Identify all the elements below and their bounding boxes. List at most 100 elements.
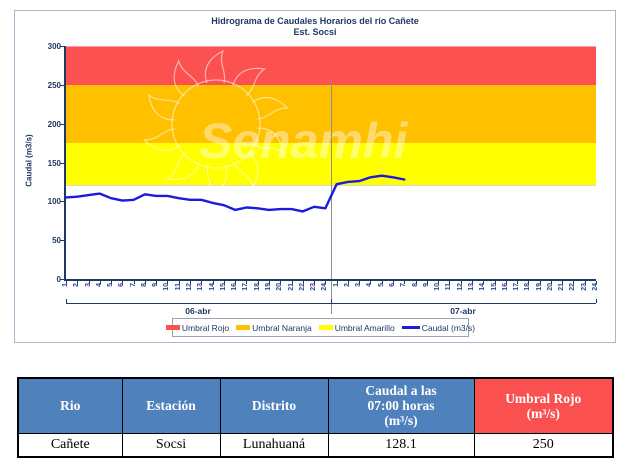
day-label-1: 06-abr: [185, 306, 211, 316]
x-tick: [505, 281, 507, 284]
x-tick: [539, 281, 541, 284]
x-tick: [438, 281, 440, 284]
x-tick-label: 21: [287, 283, 295, 291]
legend-item-caudal-m3-s-: Caudal (m3/s): [401, 323, 475, 333]
x-tick: [156, 281, 158, 284]
x-tick-label: 14: [208, 283, 216, 291]
x-tick-label: 6: [118, 283, 126, 287]
table-cell: 128.1: [327, 432, 475, 458]
x-tick-label: 23: [580, 283, 588, 291]
chart-title-line1: Hidrograma de Caudales Horarios del río …: [211, 16, 419, 26]
x-tick: [280, 281, 282, 284]
band-umbral-rojo: [66, 46, 596, 85]
legend-item-umbral-amarillo: Umbral Amarillo: [318, 322, 395, 333]
x-tick-label: 15: [490, 283, 498, 291]
x-tick: [144, 281, 146, 284]
x-tick: [426, 281, 428, 284]
y-tick-label: 200: [47, 119, 61, 129]
x-tick: [404, 281, 406, 284]
x-tick: [167, 281, 169, 284]
x-tick-label: 8: [140, 283, 148, 287]
y-tick-label: 0: [56, 275, 61, 284]
x-tick-label: 24: [592, 283, 599, 291]
x-tick-label: 7: [129, 283, 137, 287]
table-cell: 250: [473, 432, 614, 458]
x-tick-label: 5: [107, 283, 115, 287]
x-tick: [359, 281, 361, 284]
legend-swatch-icon: [165, 325, 180, 330]
chart-panel: Hidrograma de Caudales Horarios del río …: [14, 10, 616, 343]
x-tick-label: 9: [152, 283, 160, 287]
x-tick-label: 14: [479, 283, 487, 291]
y-tick: [60, 279, 64, 280]
x-tick-label: 6: [389, 283, 397, 287]
x-tick: [325, 281, 327, 284]
table-header-estaci-n: Estación: [121, 377, 221, 434]
x-tick: [449, 281, 451, 284]
x-tick: [381, 281, 383, 284]
table-header-distrito: Distrito: [219, 377, 329, 434]
x-tick-label: 3: [84, 283, 92, 287]
x-tick-label: 17: [513, 283, 521, 291]
x-tick: [596, 281, 597, 284]
x-tick: [66, 281, 67, 284]
x-tick-label: 17: [242, 283, 250, 291]
x-tick-label: 22: [569, 283, 577, 291]
x-tick-label: 13: [197, 283, 205, 291]
table-body: Cañete Socsi Lunahuaná 128.1 250: [17, 432, 614, 458]
x-tick-label: 18: [524, 283, 532, 291]
chart-title-line2: Est. Socsi: [293, 27, 337, 37]
y-tick-label: 300: [47, 42, 61, 51]
day-axis-tick: [596, 299, 597, 303]
day-axis-line: [66, 303, 596, 304]
table-header-rio: Rio: [17, 377, 123, 434]
x-tick-label: 9: [422, 283, 430, 287]
x-tick-label: 4: [95, 283, 103, 287]
legend-label: Umbral Amarillo: [334, 322, 395, 333]
x-tick: [573, 281, 575, 284]
x-tick-label: 2: [73, 283, 81, 287]
x-tick-label: 12: [456, 283, 464, 291]
x-tick: [460, 281, 462, 284]
legend-swatch-icon: [236, 325, 251, 330]
x-tick: [223, 281, 225, 284]
table-row: Cañete Socsi Lunahuaná 128.1 250: [17, 432, 614, 458]
y-tick: [60, 123, 64, 125]
x-tick: [268, 281, 270, 284]
legend-label: Umbral Naranja: [252, 322, 312, 333]
legend-label: Umbral Rojo: [181, 322, 230, 333]
x-tick: [483, 281, 485, 284]
chart-title: Hidrograma de Caudales Horarios del río …: [15, 16, 615, 38]
x-tick: [212, 281, 214, 284]
x-tick: [235, 281, 237, 284]
x-tick: [494, 281, 496, 284]
x-tick-label: 19: [535, 283, 543, 291]
table-cell: Cañete: [17, 432, 123, 458]
y-tick: [60, 84, 64, 86]
x-tick: [190, 281, 192, 284]
plot-area: Senamhi: [66, 46, 596, 314]
y-tick: [60, 240, 64, 242]
legend-item-umbral-rojo: Umbral Rojo: [165, 322, 230, 333]
x-tick-label: 4: [366, 283, 374, 287]
x-tick: [201, 281, 203, 284]
y-tick-label: 50: [52, 236, 61, 246]
x-tick: [347, 281, 349, 284]
x-tick-label: 13: [467, 283, 475, 291]
x-tick-label: 22: [298, 283, 306, 291]
x-tick: [584, 281, 586, 284]
summary-table: Rio Estación Distrito Caudal a las 07:00 ho…: [17, 377, 614, 458]
x-tick: [415, 281, 417, 284]
x-tick-label: 15: [219, 283, 227, 291]
x-tick: [133, 281, 135, 284]
y-tick: [60, 46, 64, 47]
x-tick-label: 24: [321, 283, 329, 291]
x-tick: [99, 281, 101, 284]
x-tick: [562, 281, 564, 284]
x-tick-label: 20: [276, 283, 284, 291]
x-tick-label: 10: [434, 283, 442, 291]
x-tick: [88, 281, 90, 284]
table-cell: Lunahuaná: [219, 432, 329, 458]
x-tick: [111, 281, 113, 284]
